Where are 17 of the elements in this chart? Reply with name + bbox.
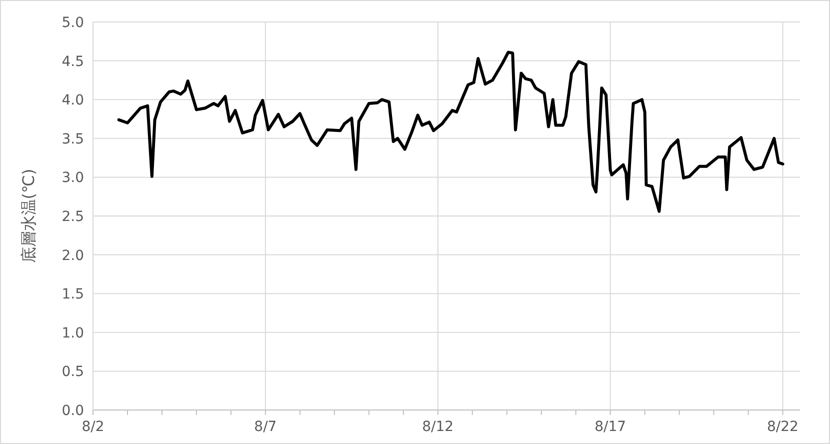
y-tick-label: 1.5 [62, 286, 84, 303]
x-tick-label: 8/2 [82, 419, 104, 435]
y-tick-label: 0.5 [62, 364, 84, 380]
y-tick-label: 4.5 [62, 54, 84, 70]
x-tick-label: 8/22 [767, 419, 798, 435]
y-tick-label: 3.5 [62, 131, 84, 148]
y-tick-label: 0.0 [62, 403, 84, 419]
y-axis-title: 底層水温(℃) [19, 168, 38, 264]
y-tick-label: 2.0 [62, 248, 84, 264]
y-tick-label: 1.0 [62, 325, 84, 342]
y-tick-label: 2.5 [62, 209, 84, 225]
y-tick-label: 3.0 [62, 170, 84, 186]
y-tick-label: 5.0 [62, 15, 84, 31]
x-tick-label: 8/17 [594, 419, 626, 435]
x-tick-label: 8/7 [254, 419, 277, 435]
y-tick-label: 4.0 [62, 92, 84, 109]
x-tick-label: 8/12 [422, 419, 454, 435]
